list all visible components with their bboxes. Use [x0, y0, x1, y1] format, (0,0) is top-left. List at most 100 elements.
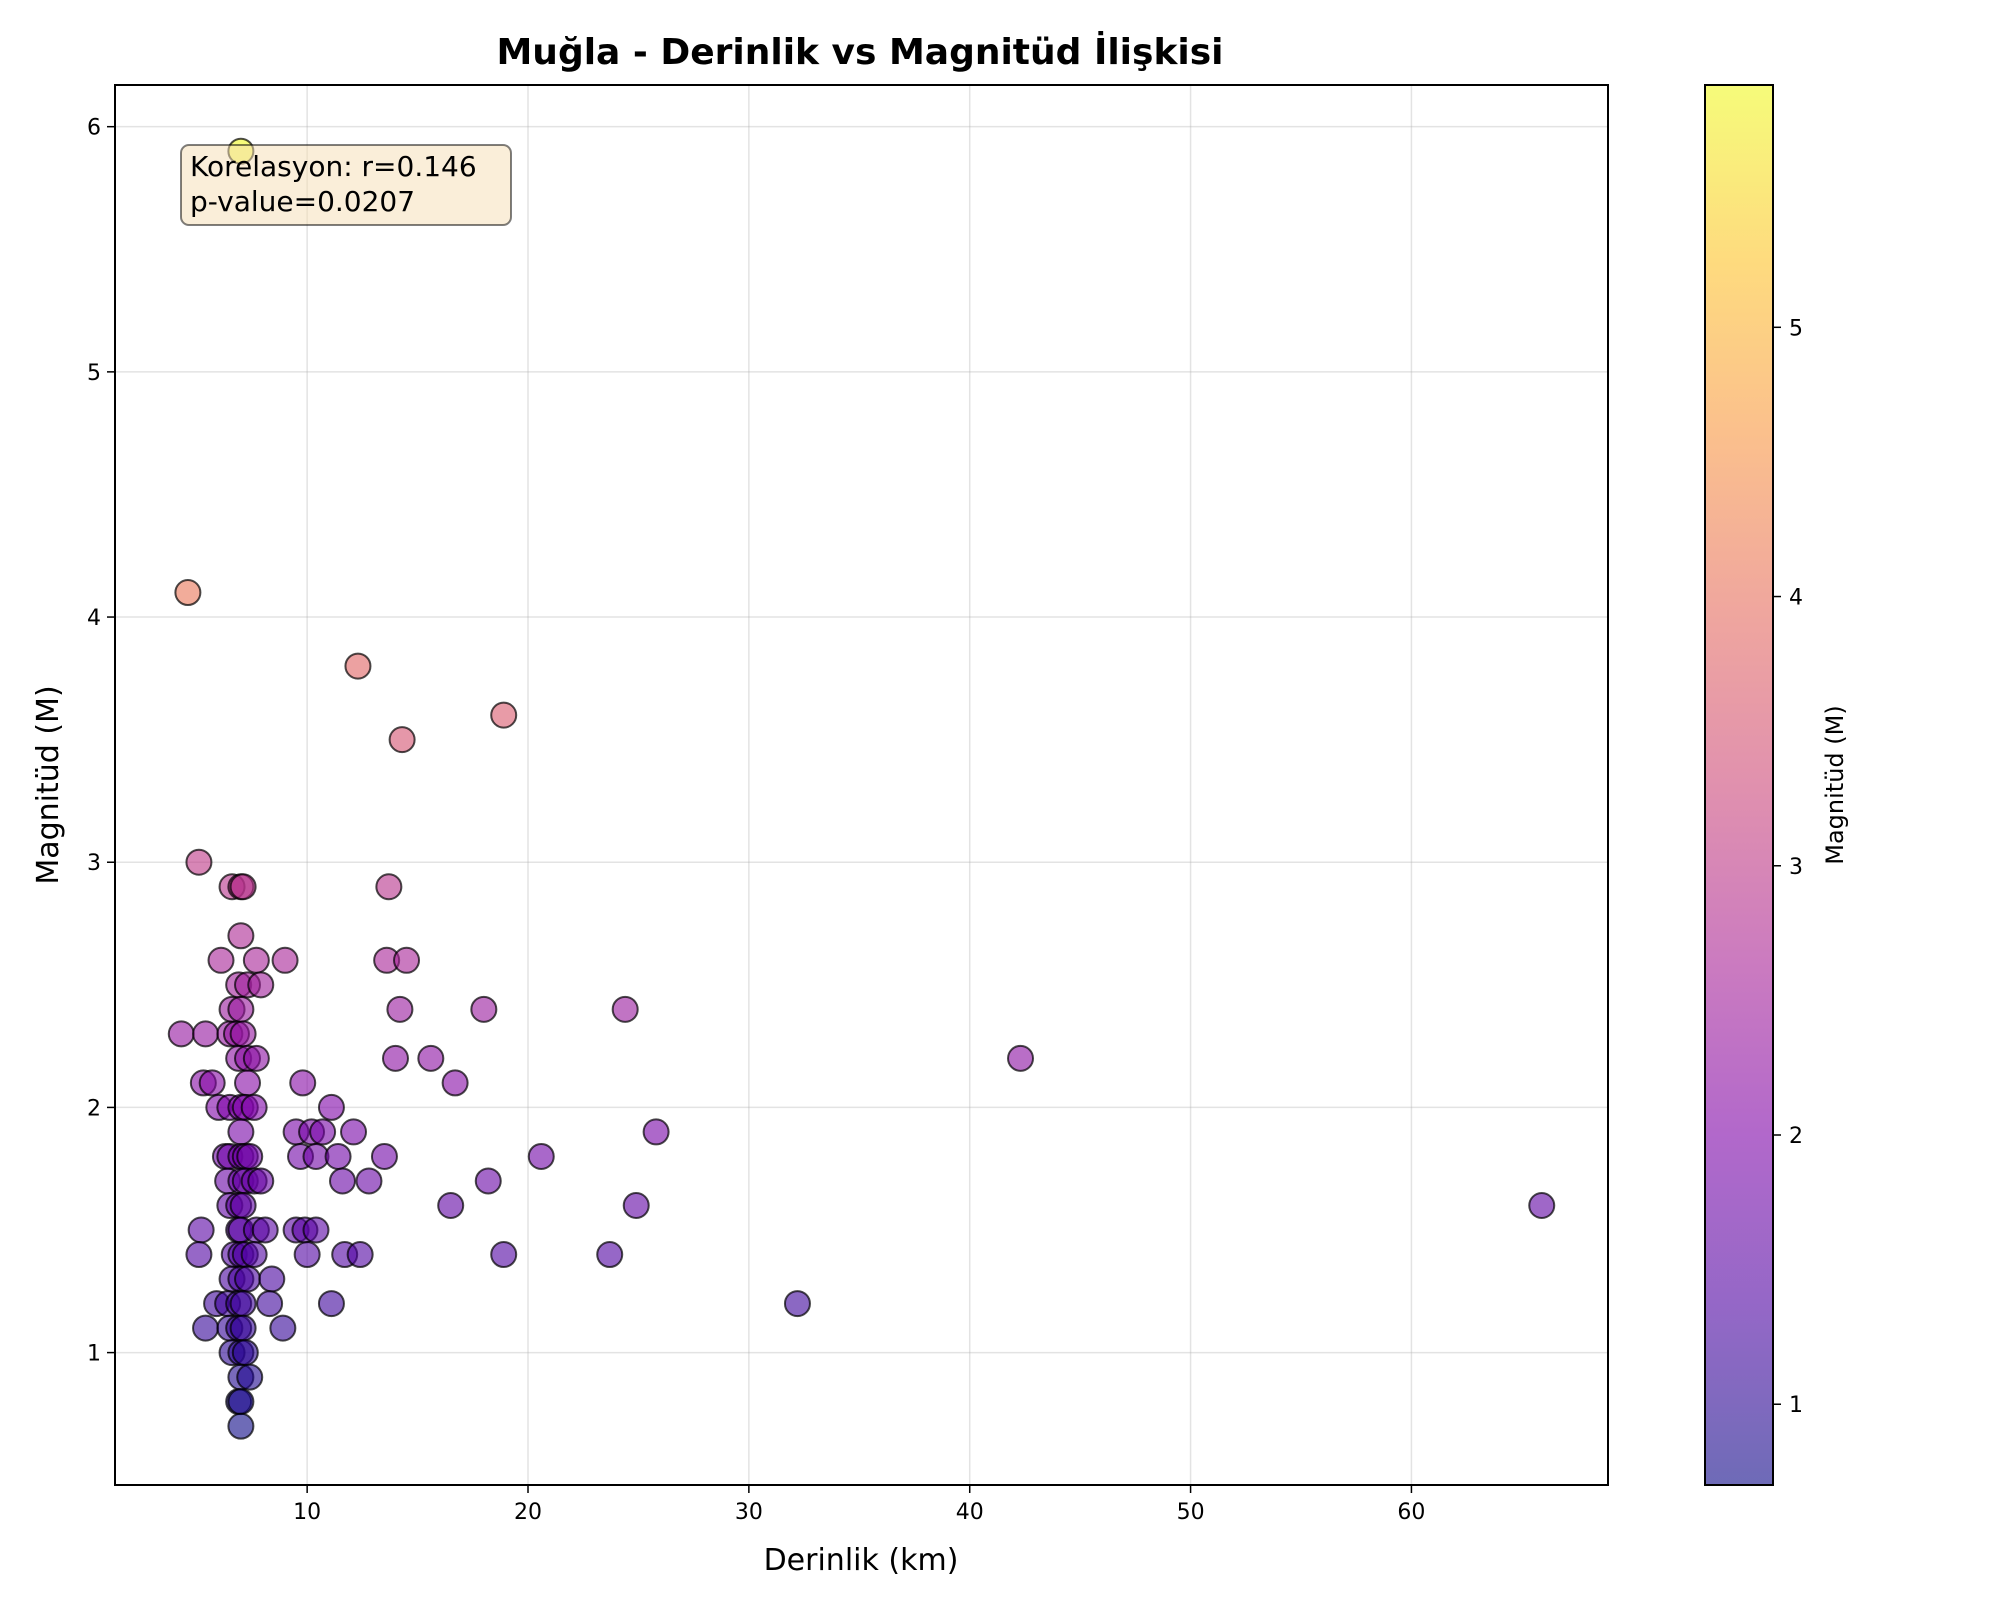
data-point: [240, 1093, 268, 1121]
colorbar-tick-label: 5: [1789, 316, 1803, 341]
data-point: [229, 1191, 257, 1219]
data-point: [437, 1191, 465, 1219]
data-point: [207, 946, 235, 974]
data-point: [271, 946, 299, 974]
data-point: [258, 1265, 286, 1293]
data-point: [340, 1118, 368, 1146]
data-point: [346, 1241, 374, 1269]
data-point: [227, 1388, 255, 1416]
data-point: [236, 1142, 264, 1170]
data-point: [192, 1020, 220, 1048]
data-point: [174, 579, 202, 607]
data-point: [355, 1167, 383, 1195]
data-point: [622, 1191, 650, 1219]
data-point: [344, 652, 372, 680]
data-point: [192, 1314, 220, 1342]
data-point: [242, 946, 270, 974]
x-tick-label: 20: [514, 1500, 542, 1525]
annotation-correlation: Korelasyon: r=0.146: [190, 150, 477, 183]
data-point: [269, 1314, 297, 1342]
data-point: [227, 922, 255, 950]
x-axis-label: Derinlik (km): [764, 1543, 959, 1578]
data-point: [247, 971, 275, 999]
data-point: [328, 1167, 356, 1195]
data-point: [236, 1363, 264, 1391]
data-point: [231, 1339, 259, 1367]
colorbar-gradient: [1705, 85, 1773, 1485]
y-tick-label: 3: [87, 851, 101, 876]
data-point: [229, 873, 257, 901]
grid-lines: [115, 85, 1608, 1485]
data-point: [642, 1118, 670, 1146]
colorbar-label: Magnitüd (M): [1821, 705, 1849, 864]
y-axis-ticks: 1 2 3 4 5 6: [87, 116, 115, 1367]
data-point: [1007, 1044, 1035, 1072]
data-point: [490, 701, 518, 729]
data-point: [375, 873, 403, 901]
data-point: [441, 1069, 469, 1097]
x-tick-label: 30: [735, 1500, 763, 1525]
y-tick-label: 6: [87, 116, 101, 141]
colorbar-ticks: 1 2 3 4 5: [1773, 316, 1803, 1418]
annotation-box: [180, 144, 512, 226]
data-point: [240, 1241, 268, 1269]
colorbar-tick-label: 4: [1789, 586, 1803, 611]
x-tick-label: 10: [293, 1500, 321, 1525]
x-tick-label: 60: [1397, 1500, 1425, 1525]
data-point: [256, 1290, 284, 1318]
x-axis-ticks: 10 20 30 40 50 60: [293, 1485, 1425, 1525]
data-point: [324, 1142, 352, 1170]
colorbar-tick-label: 2: [1789, 1124, 1803, 1149]
data-point: [370, 1142, 398, 1170]
y-tick-label: 5: [87, 361, 101, 386]
data-point: [490, 1241, 518, 1269]
plot-frame: [114, 84, 1609, 1486]
data-point: [234, 1069, 262, 1097]
data-point: [386, 995, 414, 1023]
data-point: [309, 1118, 337, 1146]
colorbar-frame: [1704, 84, 1774, 1486]
data-point: [317, 1290, 345, 1318]
data-point: [242, 1044, 270, 1072]
data-point: [227, 1118, 255, 1146]
scatter-points: [167, 137, 1556, 1440]
y-tick-label: 4: [87, 606, 101, 631]
y-tick-label: 2: [87, 1096, 101, 1121]
data-point: [611, 995, 639, 1023]
data-point: [381, 1044, 409, 1072]
data-point: [527, 1142, 555, 1170]
y-axis-label: Magnitüd (M): [31, 685, 66, 884]
data-point: [227, 995, 255, 1023]
data-point: [234, 1265, 262, 1293]
data-point: [317, 1093, 345, 1121]
data-point: [393, 946, 421, 974]
data-point: [470, 995, 498, 1023]
data-point: [247, 1167, 275, 1195]
x-tick-label: 50: [1177, 1500, 1205, 1525]
data-point: [783, 1290, 811, 1318]
data-point: [185, 848, 213, 876]
data-point: [1528, 1191, 1556, 1219]
data-point: [187, 1216, 215, 1244]
data-point: [289, 1069, 317, 1097]
x-tick-label: 40: [956, 1500, 984, 1525]
data-point: [227, 1412, 255, 1440]
data-point: [229, 1020, 257, 1048]
data-point: [474, 1167, 502, 1195]
chart-title: Muğla - Derinlik vs Magnitüd İlişkisi: [496, 31, 1223, 73]
colorbar: 1 2 3 4 5 Magnitüd (M): [1704, 84, 1849, 1486]
colorbar-tick-label: 3: [1789, 855, 1803, 880]
data-point: [185, 1241, 213, 1269]
data-point: [596, 1241, 624, 1269]
data-point: [417, 1044, 445, 1072]
data-point: [388, 726, 416, 754]
data-point: [229, 1314, 257, 1342]
data-point: [302, 1216, 330, 1244]
colorbar-tick-label: 1: [1789, 1393, 1803, 1418]
correlation-annotation: Korelasyon: r=0.146 p-value=0.0207: [180, 144, 512, 226]
annotation-pvalue: p-value=0.0207: [190, 185, 415, 218]
data-point: [251, 1216, 279, 1244]
data-point: [198, 1069, 226, 1097]
